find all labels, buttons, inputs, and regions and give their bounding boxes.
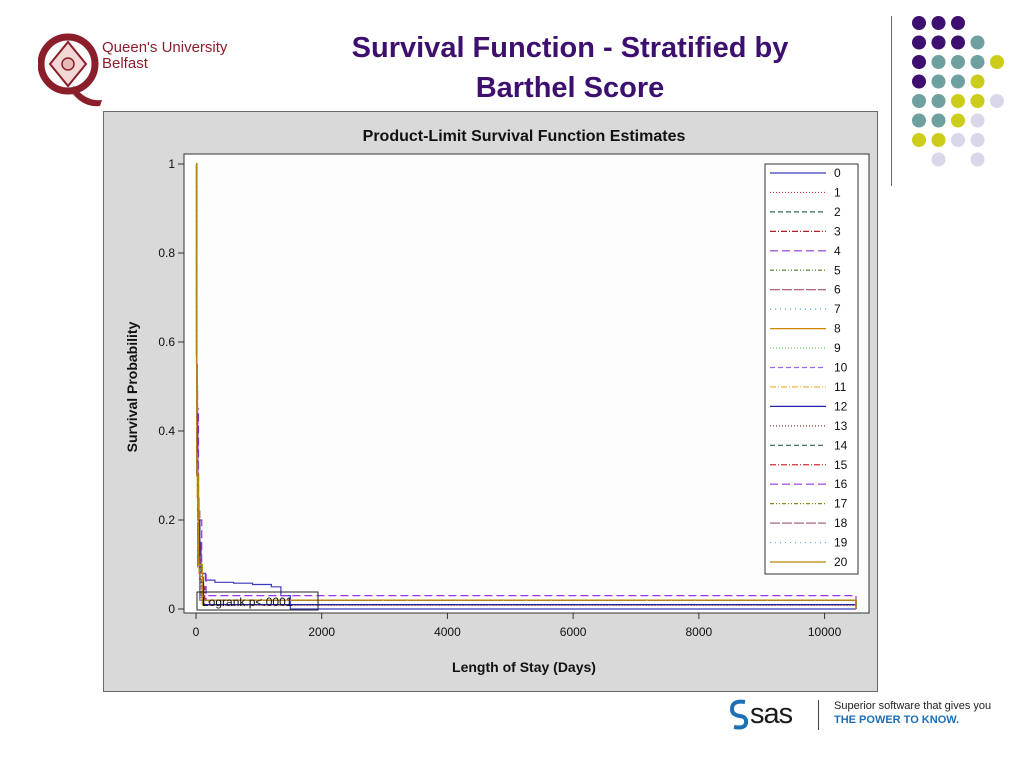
legend-label-20: 20 [834, 555, 848, 569]
y-tick-label: 0.2 [158, 513, 175, 527]
x-tick-label: 10000 [808, 625, 842, 639]
legend-label-9: 9 [834, 341, 841, 355]
decorative-dot [912, 16, 926, 30]
decorative-dot [951, 113, 965, 128]
decorative-dot [912, 55, 926, 69]
decorative-divider [891, 16, 892, 186]
legend-label-2: 2 [834, 205, 841, 219]
decorative-dot [931, 133, 946, 147]
legend-label-8: 8 [834, 322, 841, 336]
decorative-dot [931, 152, 946, 167]
legend-label-6: 6 [834, 283, 841, 297]
legend-label-10: 10 [834, 361, 848, 375]
x-tick-label: 0 [193, 625, 200, 639]
decorative-dot [970, 113, 985, 128]
sas-tagline-2: THE POWER TO KNOW. [834, 714, 960, 726]
decorative-dot [970, 74, 985, 89]
decorative-dot [912, 35, 926, 50]
qub-crest-icon [37, 33, 102, 107]
qub-logo: Queen's University Belfast [37, 30, 238, 108]
logrank-annotation: Logrank p<.0001 [196, 591, 319, 611]
sas-wordmark: sas [750, 698, 793, 730]
decorative-dot [990, 55, 1004, 69]
decorative-dot [970, 35, 985, 50]
legend-label-18: 18 [834, 516, 848, 530]
decorative-dot [990, 94, 1004, 108]
y-tick-label: 1 [168, 157, 175, 171]
slide-title-line1: Survival Function - Stratified by [351, 32, 789, 64]
decorative-dot [951, 94, 965, 108]
y-tick-label: 0.8 [158, 246, 175, 260]
decorative-dot [912, 74, 926, 89]
legend-label-14: 14 [834, 438, 848, 452]
decorative-dot [951, 16, 965, 30]
decorative-dot [951, 133, 965, 147]
y-axis-label: Survival Probability [124, 321, 140, 452]
decorative-dot [951, 55, 965, 69]
x-axis-label: Length of Stay (Days) [452, 659, 596, 675]
legend-label-16: 16 [834, 477, 848, 491]
legend-label-13: 13 [834, 419, 848, 433]
legend-label-11: 11 [834, 380, 847, 394]
decorative-dot [931, 35, 946, 50]
y-tick-label: 0 [168, 602, 175, 616]
y-tick-label: 0.4 [158, 424, 175, 438]
chart-panel: Product-Limit Survival Function Estimate… [103, 111, 878, 692]
decorative-dot [970, 133, 985, 147]
qub-wordmark: Queen's University Belfast [102, 40, 227, 72]
decorative-dot [951, 74, 965, 89]
legend-label-19: 19 [834, 536, 848, 550]
slide-title-line2: Barthel Score [475, 72, 665, 104]
legend-label-17: 17 [834, 497, 848, 511]
x-tick-label: 2000 [308, 625, 335, 639]
decorative-dot [912, 94, 926, 108]
decorative-dot [931, 16, 946, 30]
decorative-dot [912, 113, 926, 128]
legend-label-15: 15 [834, 458, 848, 472]
legend-label-3: 3 [834, 224, 841, 238]
series-line-20 [195, 163, 857, 609]
axes: 0 2000 4000 6000 8000 10000 0 0.2 0.4 0.6 0.8 1 [158, 157, 841, 639]
qub-name-line2: Belfast [102, 55, 148, 72]
legend-label-1: 1 [834, 185, 841, 199]
sas-logo: sas Superior software that gives you THE… [728, 696, 1018, 736]
x-tick-label: 8000 [686, 625, 713, 639]
plot-area [183, 153, 870, 614]
decorative-dot [970, 152, 985, 167]
decorative-dot [970, 94, 985, 108]
legend-box [764, 163, 859, 575]
decorative-dot [931, 94, 946, 108]
series-lines [195, 163, 857, 610]
chart-title: Product-Limit Survival Function Estimate… [363, 128, 686, 145]
sas-divider [818, 700, 819, 730]
decorative-dot-grid [912, 16, 1004, 167]
legend-label-12: 12 [834, 399, 848, 413]
legend-label-4: 4 [834, 244, 841, 258]
qub-name-line1: Queen's University [102, 39, 228, 56]
x-tick-label: 6000 [560, 625, 587, 639]
decorative-dot [931, 74, 946, 89]
legend-label-0: 0 [834, 166, 841, 180]
survival-chart: Product-Limit Survival Function Estimate… [124, 128, 870, 675]
sas-tagline-1: Superior software that gives you [834, 700, 992, 712]
decorative-dot [970, 55, 985, 69]
decorative-dot [931, 55, 946, 69]
sas-swoosh-icon [729, 699, 749, 730]
decorative-dot [951, 35, 965, 50]
decorative-dot [912, 133, 926, 147]
legend-label-7: 7 [834, 302, 841, 316]
logrank-text: Logrank p<.0001 [202, 595, 293, 609]
decorative-dot [931, 113, 946, 128]
y-tick-label: 0.6 [158, 335, 175, 349]
legend-label-5: 5 [834, 263, 841, 277]
slide-title: Survival Function - Stratified by Barthe… [290, 28, 850, 108]
x-tick-label: 4000 [434, 625, 461, 639]
